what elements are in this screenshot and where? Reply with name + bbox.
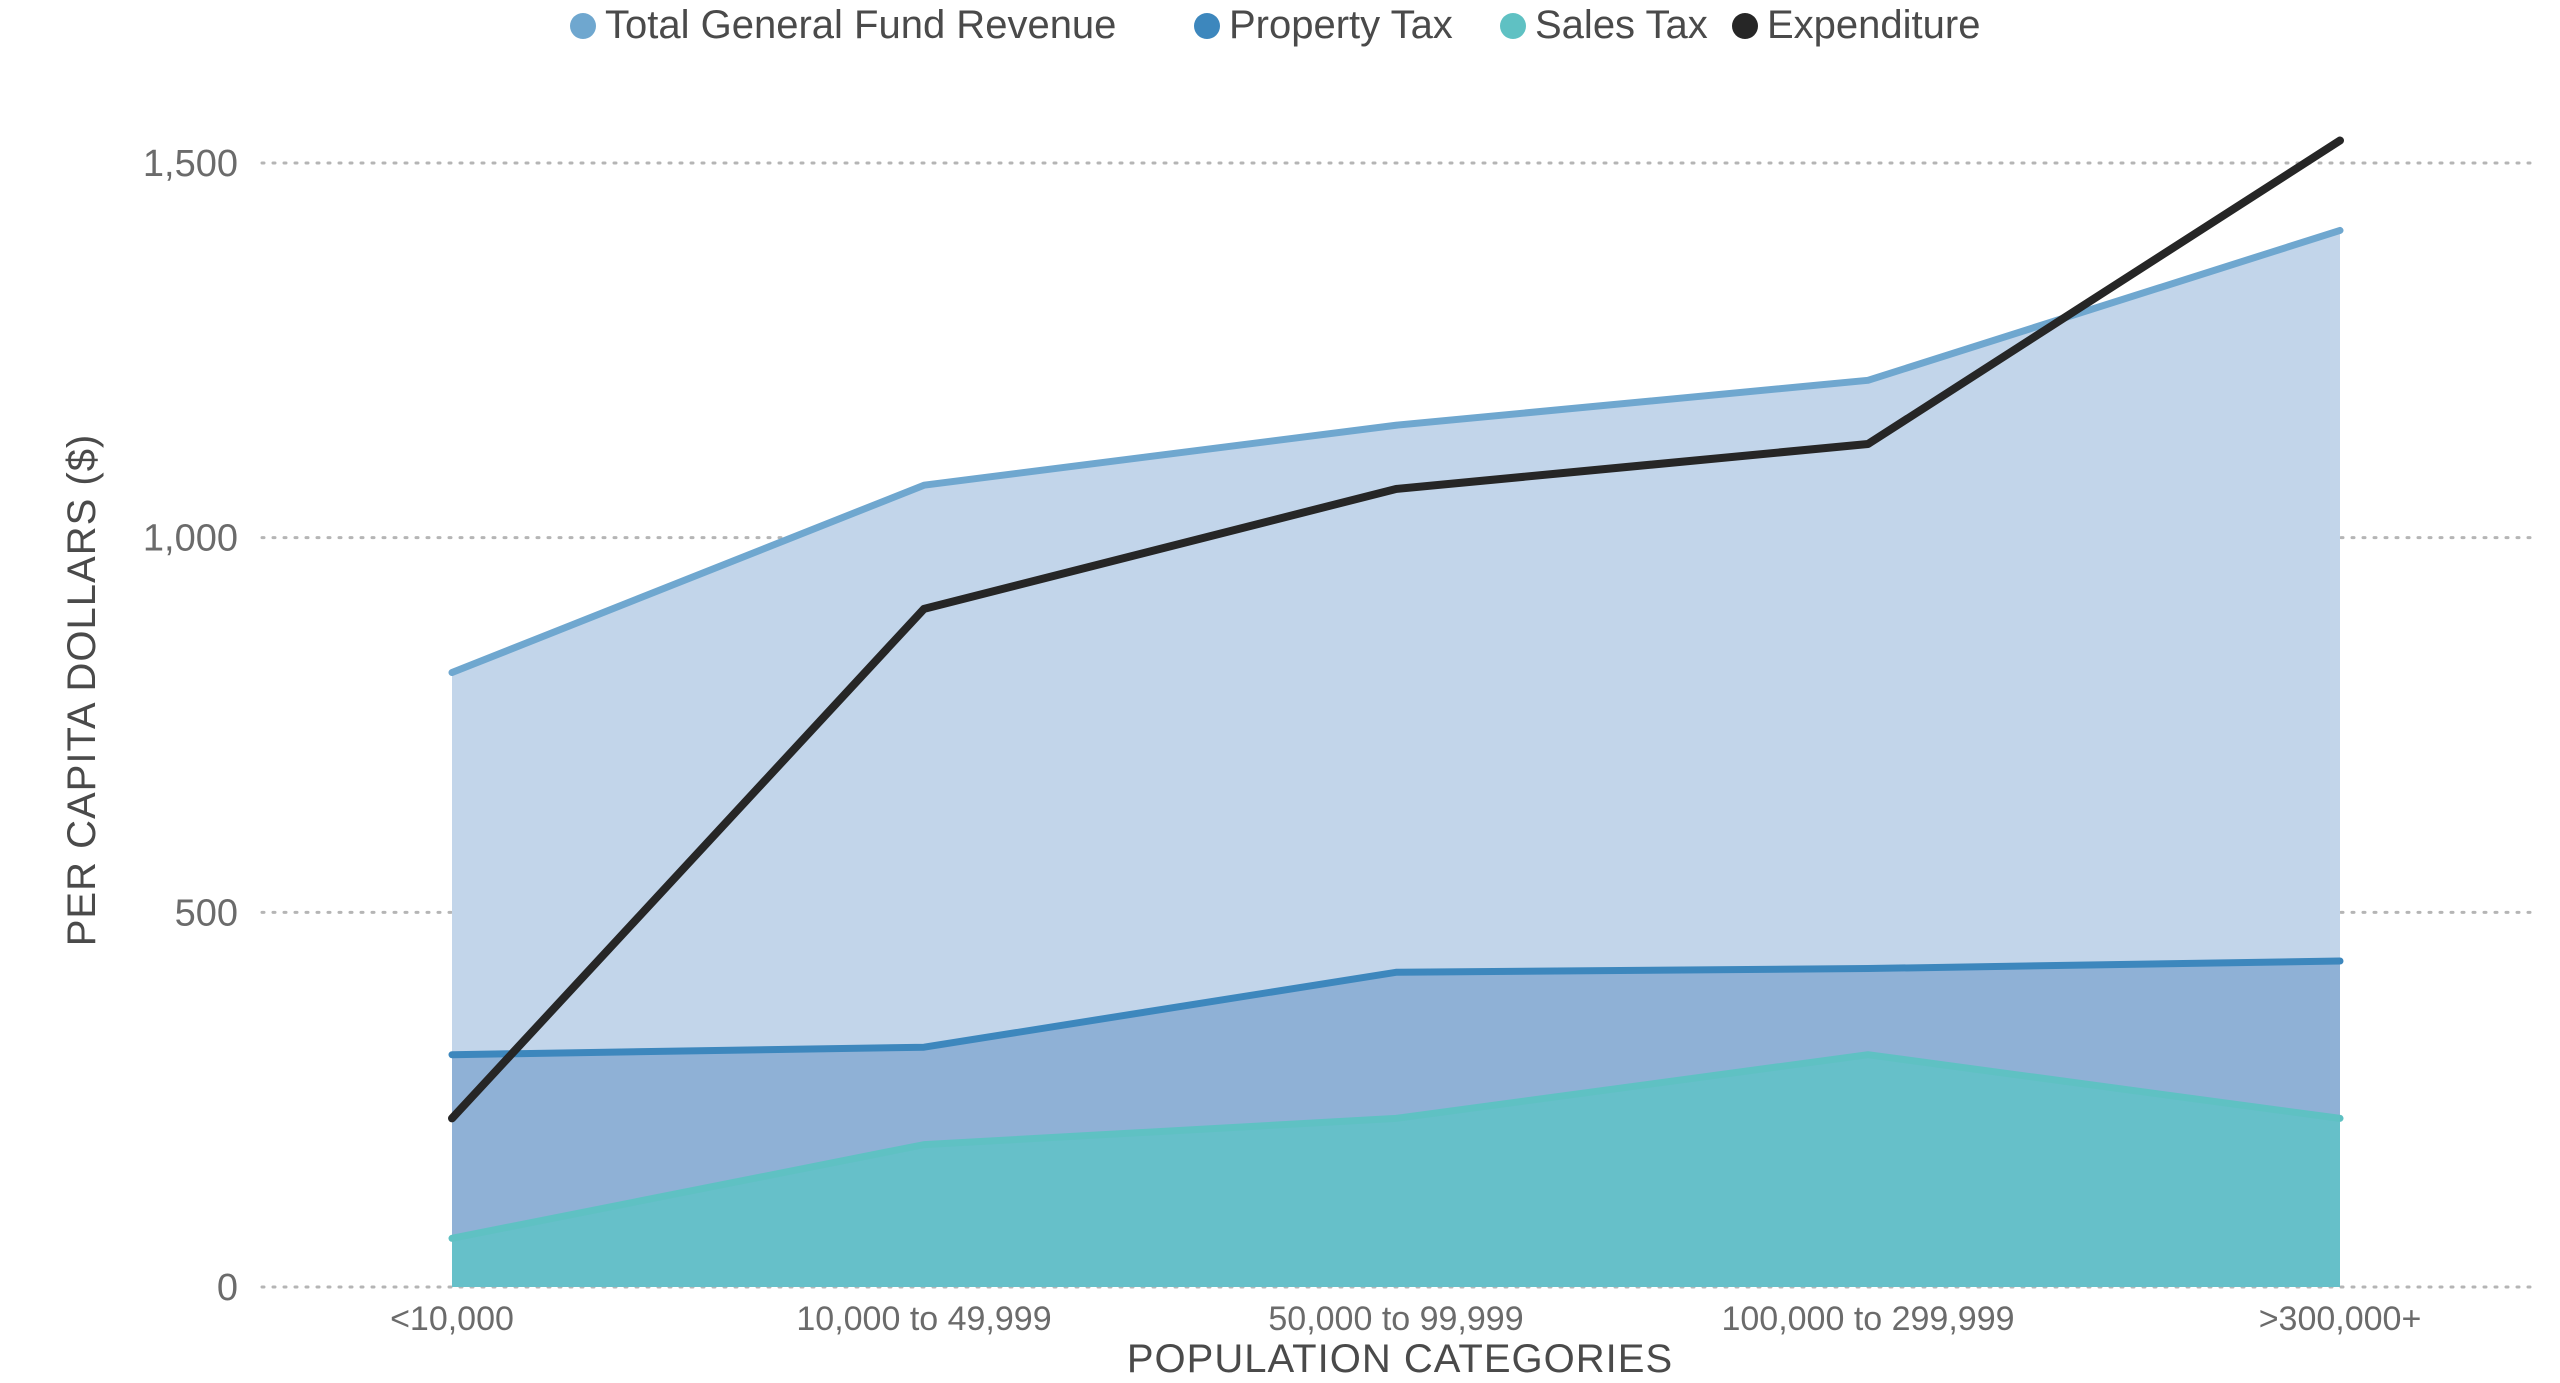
total-general-fund-revenue-line	[448, 226, 2344, 677]
property-tax-legend-label: Property Tax	[1229, 3, 1453, 47]
x-tick-label: >300,000+	[2259, 1300, 2422, 1338]
expenditure-line	[448, 136, 2344, 1123]
property-tax-line	[448, 957, 2344, 1059]
sales-tax-area	[452, 1054, 2340, 1287]
y-tick-label: 500	[175, 892, 238, 934]
x-tick-label: <10,000	[390, 1300, 514, 1338]
x-tick-label: 50,000 to 99,999	[1268, 1300, 1523, 1338]
y-axis-title: PER CAPITA DOLLARS ($)	[60, 434, 104, 947]
expenditure-legend-marker	[1732, 13, 1758, 39]
series-lines	[448, 136, 2344, 1242]
x-tick-label: 100,000 to 299,999	[1721, 1300, 2014, 1338]
expenditure-legend-label: Expenditure	[1767, 3, 1980, 47]
total-general-fund-revenue-legend-label: Total General Fund Revenue	[605, 3, 1116, 47]
sales-tax-legend-label: Sales Tax	[1535, 3, 1708, 47]
y-tick-label: 1,000	[143, 518, 238, 560]
x-axis-ticks: <10,000 10,000 to 49,999 50,000 to 99,999 1…	[390, 1300, 2421, 1338]
property-tax-legend-marker	[1194, 13, 1220, 39]
y-tick-label: 1,500	[143, 143, 238, 185]
y-axis-ticks: 0 500 1,000 1,500	[143, 143, 238, 1309]
total-general-fund-revenue-legend-marker	[570, 13, 596, 39]
sales-tax-line	[448, 1051, 2344, 1242]
area-fills	[452, 230, 2340, 1288]
x-axis-title: POPULATION CATEGORIES	[1127, 1337, 1673, 1378]
x-tick-label: 10,000 to 49,999	[796, 1300, 1051, 1338]
legend: Total General Fund Revenue Property Tax Sa…	[570, 3, 1980, 47]
sales-tax-legend-marker	[1500, 13, 1526, 39]
y-tick-label: 0	[217, 1267, 238, 1309]
